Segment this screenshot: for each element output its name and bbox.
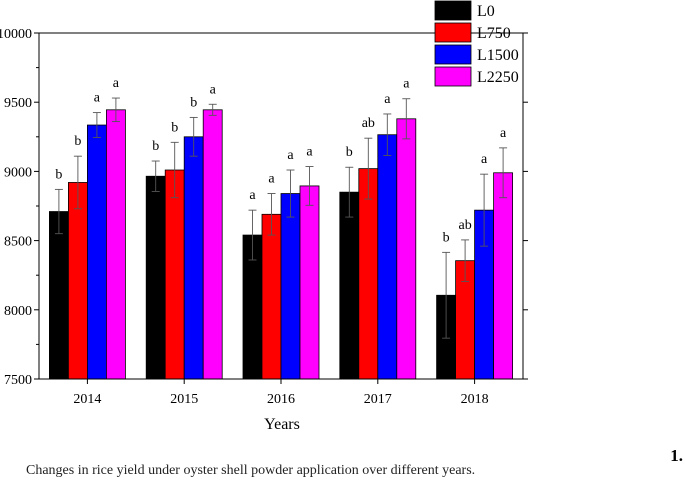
legend-swatch-L750 [434, 22, 472, 43]
bar-L2250-2017 [396, 118, 417, 380]
significance-letter: b [55, 167, 62, 182]
x-tick-label: 2014 [73, 392, 101, 407]
bar-L750-2015 [164, 169, 185, 380]
significance-letter: a [500, 126, 507, 141]
x-tick-label: 2017 [364, 392, 392, 407]
significance-letter: b [171, 120, 178, 135]
significance-letter: a [268, 172, 275, 187]
bar-L2250-2018 [493, 172, 514, 380]
figure-caption: Changes in rice yield under oyster shell… [26, 463, 476, 478]
legend-swatch-L1500 [434, 44, 472, 65]
bar-L750-2014 [68, 182, 88, 380]
significance-letter: b [190, 95, 197, 110]
bar-L1500-2016 [280, 193, 301, 380]
significance-letter: a [384, 92, 391, 107]
significance-letter: ab [458, 218, 471, 233]
bar-L1500-2017 [377, 134, 398, 380]
significance-letter: b [443, 230, 450, 245]
significance-letter: a [113, 76, 120, 91]
y-tick-label: 8500 [4, 235, 32, 250]
bar-L750-2016 [261, 213, 282, 380]
legend-swatch-L2250 [434, 66, 472, 87]
bar-L1500-2014 [87, 124, 107, 380]
significance-letter: a [481, 152, 488, 167]
legend: L0 L750 L1500 L2250 [434, 0, 519, 87]
x-tick-label: 2016 [267, 392, 295, 407]
bar-L0-2017 [339, 191, 360, 380]
x-tick-label: 2015 [170, 392, 198, 407]
legend-label-L1500: L1500 [477, 47, 519, 64]
bar-L2250-2014 [106, 109, 126, 380]
figure-number: 1. [670, 446, 683, 465]
significance-letter: b [152, 139, 159, 154]
legend-label-L2250: L2250 [477, 69, 519, 86]
bar-L2250-2015 [202, 109, 223, 380]
bar-L0-2015 [145, 175, 166, 380]
y-tick-label: 10000 [0, 27, 32, 42]
significance-letter: a [210, 82, 217, 97]
legend-label-L0: L0 [477, 3, 495, 20]
legend-label-L750: L750 [477, 25, 511, 42]
significance-letter: a [403, 77, 410, 92]
significance-letter: ab [362, 116, 375, 131]
legend-swatch-L0 [434, 0, 472, 21]
significance-letter: a [94, 91, 101, 106]
bar-L0-2014 [49, 211, 69, 380]
bar-L2250-2016 [299, 185, 320, 380]
axes-layer: 7500 8000 8500 9000 9500 10000 2014 2015 2016 201… [0, 27, 528, 407]
x-axis-label: Years [264, 416, 300, 433]
significance-letter: a [306, 145, 313, 160]
significance-letter: a [249, 188, 256, 203]
bar-L1500-2015 [183, 136, 204, 380]
y-tick-label: 8000 [4, 304, 32, 319]
significance-letter: a [287, 148, 294, 163]
y-tick-label: 7500 [4, 373, 32, 388]
y-tick-label: 9500 [4, 96, 32, 111]
bar-L750-2017 [358, 168, 379, 380]
y-tick-label: 9000 [4, 165, 32, 180]
significance-letter: b [74, 134, 81, 149]
x-tick-label: 2018 [461, 392, 489, 407]
significance-letter: b [346, 145, 353, 160]
